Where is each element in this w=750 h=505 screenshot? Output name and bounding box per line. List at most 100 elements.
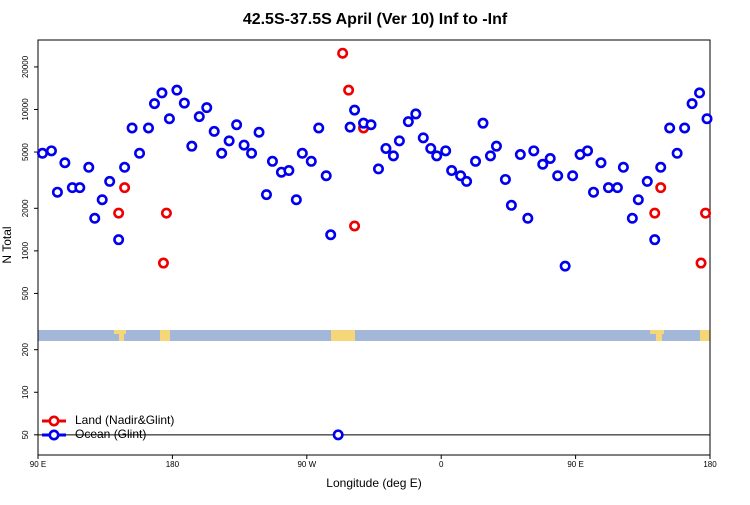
data-point [393, 135, 405, 147]
data-point [246, 147, 258, 159]
data-point [694, 87, 706, 99]
data-point [372, 163, 384, 175]
y-tick-label: 20000 [21, 55, 30, 78]
data-point [649, 234, 661, 246]
data-point [104, 175, 116, 187]
y-tick-label: 10000 [21, 98, 30, 121]
land-strip [114, 330, 126, 334]
data-point [588, 186, 600, 198]
data-point [632, 194, 644, 206]
data-point [156, 87, 168, 99]
x-tick-label: 180 [166, 460, 180, 469]
x-tick-label: 0 [439, 460, 444, 469]
data-point [343, 84, 355, 96]
legend-label: Land (Nadir&Glint) [75, 413, 174, 427]
data-point [499, 173, 511, 185]
y-tick-label: 50 [21, 430, 30, 439]
data-point [544, 153, 556, 165]
data-point [649, 207, 661, 219]
data-point [253, 126, 265, 138]
data-point [216, 147, 228, 159]
data-point [602, 182, 614, 194]
data-point [655, 182, 667, 194]
data-point [238, 139, 250, 151]
data-point [387, 150, 399, 162]
data-point [283, 165, 295, 177]
data-point [470, 155, 482, 167]
data-point [528, 145, 540, 157]
data-point [365, 119, 377, 131]
data-point [223, 135, 235, 147]
data-point [36, 147, 48, 159]
data-point [266, 155, 278, 167]
data-point [611, 182, 623, 194]
data-point [51, 186, 63, 198]
data-point [484, 150, 496, 162]
data-point [344, 121, 356, 133]
land-strip [160, 330, 170, 341]
data-point [490, 140, 502, 152]
data-point [537, 158, 549, 170]
data-point [89, 212, 101, 224]
data-point [410, 108, 422, 120]
data-point [126, 122, 138, 134]
data-point [505, 199, 517, 211]
data-point [514, 149, 526, 161]
y-tick-label: 1000 [21, 241, 30, 259]
data-point [402, 116, 414, 128]
land-strip [331, 330, 355, 341]
data-point [664, 122, 676, 134]
land-strip [700, 330, 710, 341]
legend-swatch-marker [48, 429, 60, 441]
legend-label: Ocean (Glint) [75, 427, 146, 441]
chart-title: 42.5S-37.5S April (Ver 10) Inf to -Inf [243, 11, 508, 28]
x-tick-label: 90 W [297, 460, 316, 469]
data-point [160, 207, 172, 219]
data-point [461, 175, 473, 187]
data-point [686, 98, 698, 110]
data-point [163, 113, 175, 125]
data-point [325, 229, 337, 241]
data-point [679, 122, 691, 134]
data-point [337, 47, 349, 59]
data-point [143, 122, 155, 134]
ocean-strip [38, 330, 710, 341]
data-point [119, 161, 131, 173]
data-point [582, 145, 594, 157]
land-strip [650, 330, 664, 334]
y-tick-label: 500 [21, 286, 30, 300]
data-point [231, 119, 243, 131]
data-point [296, 147, 308, 159]
y-tick-label: 200 [21, 342, 30, 356]
data-point [148, 98, 160, 110]
data-point [332, 429, 344, 441]
data-point [425, 142, 437, 154]
data-point [201, 102, 213, 114]
data-point [157, 257, 169, 269]
plot-frame [37, 39, 711, 456]
data-point [559, 260, 571, 272]
data-point [83, 161, 95, 173]
data-point [313, 122, 325, 134]
data-point [700, 207, 712, 219]
data-point [178, 97, 190, 109]
data-point [45, 145, 57, 157]
data-point [59, 157, 71, 169]
y-tick-label: 100 [21, 385, 30, 399]
legend-swatch-marker [48, 415, 60, 427]
x-axis-label: Longitude (deg E) [326, 476, 421, 490]
data-point [186, 140, 198, 152]
data-point [349, 220, 361, 232]
data-point [671, 147, 683, 159]
data-point [431, 150, 443, 162]
data-point [113, 207, 125, 219]
data-point [417, 132, 429, 144]
x-tick-label: 180 [703, 460, 717, 469]
land-strip [119, 334, 124, 341]
x-tick-label: 90 E [567, 460, 583, 469]
data-point [119, 182, 131, 194]
data-point [595, 157, 607, 169]
data-point [641, 175, 653, 187]
data-point [171, 84, 183, 96]
